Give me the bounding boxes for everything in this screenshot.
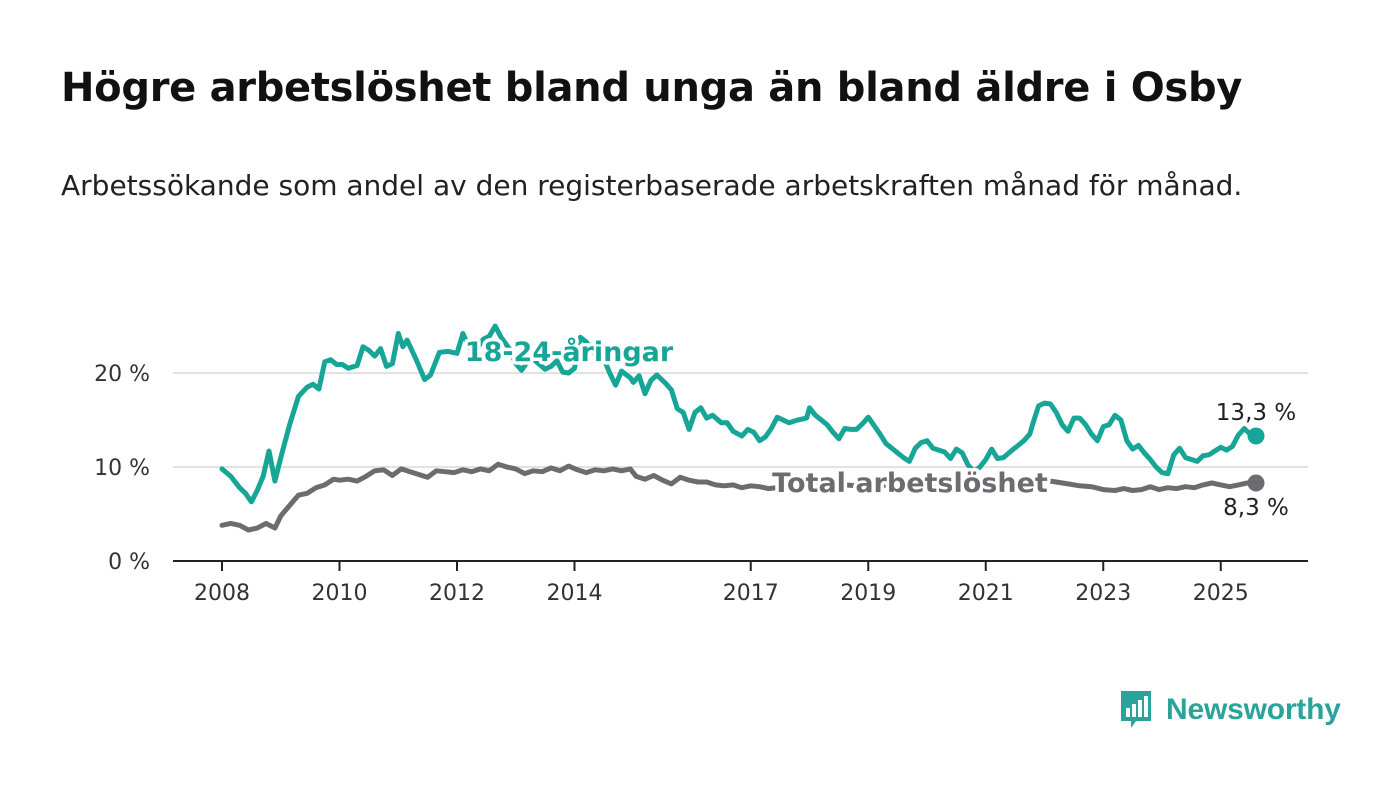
series-end-point-1: [1247, 474, 1265, 492]
series-label-youth: 18-24-åringar: [465, 336, 674, 368]
x-tick-label: 2014: [547, 581, 603, 606]
newsworthy-brand: Newsworthy: [1118, 688, 1341, 732]
x-tick-label: 2008: [194, 581, 250, 606]
grid-lines: [173, 372, 1308, 468]
series-line-0: [219, 323, 1259, 505]
brand-name: Newsworthy: [1166, 693, 1341, 726]
y-axis-ticks: 0 % 10 % 20 %: [94, 362, 150, 575]
series-line-1: [219, 461, 1259, 533]
page-title: Högre arbetslöshet bland unga än bland ä…: [61, 65, 1243, 111]
x-tick-label: 2019: [840, 581, 896, 606]
series-labels: 18-24-åringar Total arbetslöshet 13,3 % 8,3…: [461, 333, 1299, 525]
page-subtitle: Arbetssökande som andel av den registerb…: [61, 169, 1243, 202]
y-tick-label: 20 %: [94, 362, 150, 387]
series-label-total: Total arbetslöshet: [772, 468, 1048, 499]
x-tick-label: 2025: [1193, 581, 1249, 606]
end-value-total: 8,3 %: [1223, 495, 1289, 521]
x-tick-label: 2023: [1075, 581, 1131, 606]
x-axis-ticks: 2008 2010 2012 2014 2017 2019 2021 2023 2025: [173, 560, 1308, 606]
newsworthy-logo-icon: [1121, 691, 1151, 728]
end-value-youth: 13,3 %: [1216, 400, 1296, 426]
x-tick-label: 2010: [312, 581, 368, 606]
series-end-point-0: [1247, 427, 1265, 445]
series-lines: [219, 323, 1265, 533]
x-tick-label: 2012: [429, 581, 485, 606]
y-tick-label: 0 %: [108, 550, 150, 575]
x-tick-label: 2021: [958, 581, 1014, 606]
x-tick-label: 2017: [723, 581, 779, 606]
y-tick-label: 10 %: [94, 456, 150, 481]
